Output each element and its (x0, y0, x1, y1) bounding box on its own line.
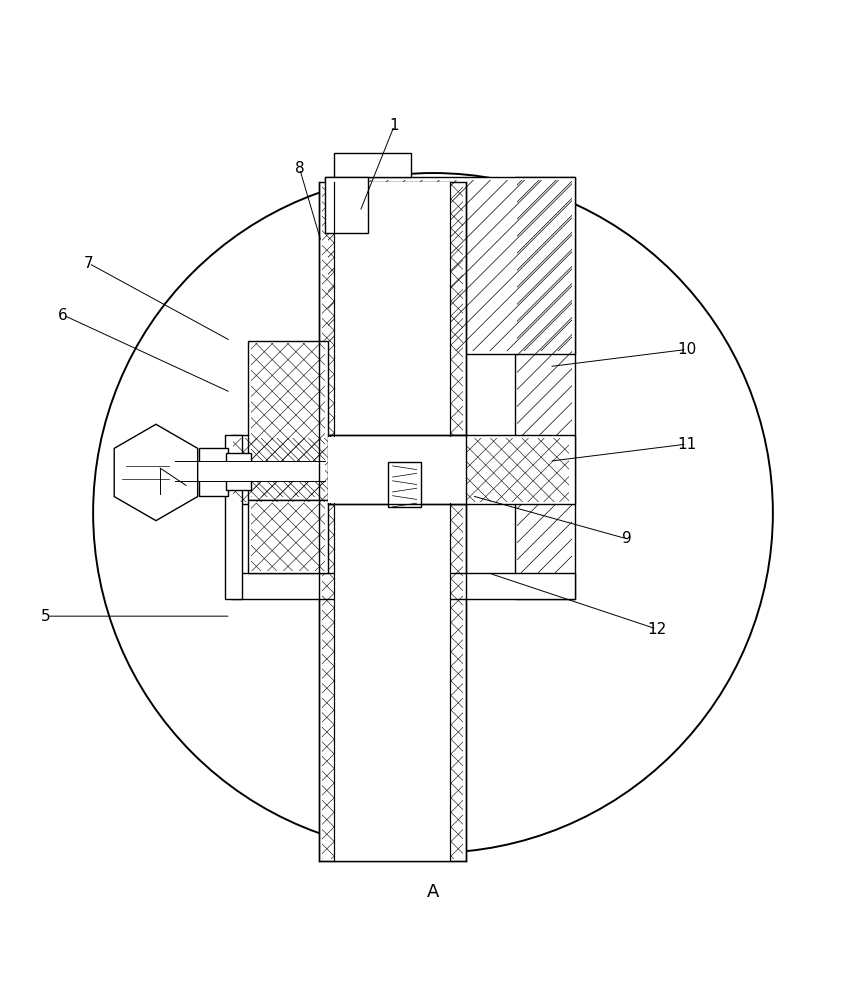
Bar (517, 180, 572, 596)
Bar (334, 182, 450, 861)
Text: 12: 12 (647, 622, 666, 637)
Bar (466, 438, 569, 502)
Bar (199, 448, 229, 496)
Text: 1: 1 (390, 118, 399, 133)
Bar (330, 435, 468, 504)
Bar (328, 437, 466, 503)
Bar (320, 182, 466, 861)
Bar (334, 153, 411, 177)
Bar (248, 341, 328, 500)
Text: A: A (427, 883, 439, 901)
Bar (326, 177, 575, 354)
Text: 5: 5 (41, 609, 50, 624)
Polygon shape (114, 424, 197, 521)
Bar (328, 180, 572, 351)
Text: 10: 10 (677, 342, 696, 357)
Bar (322, 184, 463, 859)
Bar (248, 500, 328, 573)
Text: 9: 9 (622, 531, 631, 546)
Bar (231, 435, 575, 504)
Bar (250, 343, 326, 497)
Bar (225, 435, 242, 599)
Text: 8: 8 (294, 161, 305, 176)
Bar (326, 177, 368, 233)
Bar (388, 462, 421, 507)
Bar (233, 438, 333, 502)
Bar (227, 453, 250, 490)
Bar (175, 461, 326, 481)
Text: 7: 7 (84, 256, 94, 271)
Bar (514, 177, 575, 599)
Text: 11: 11 (677, 437, 696, 452)
Bar (231, 573, 575, 599)
Text: 6: 6 (58, 308, 68, 323)
Bar (250, 503, 326, 571)
